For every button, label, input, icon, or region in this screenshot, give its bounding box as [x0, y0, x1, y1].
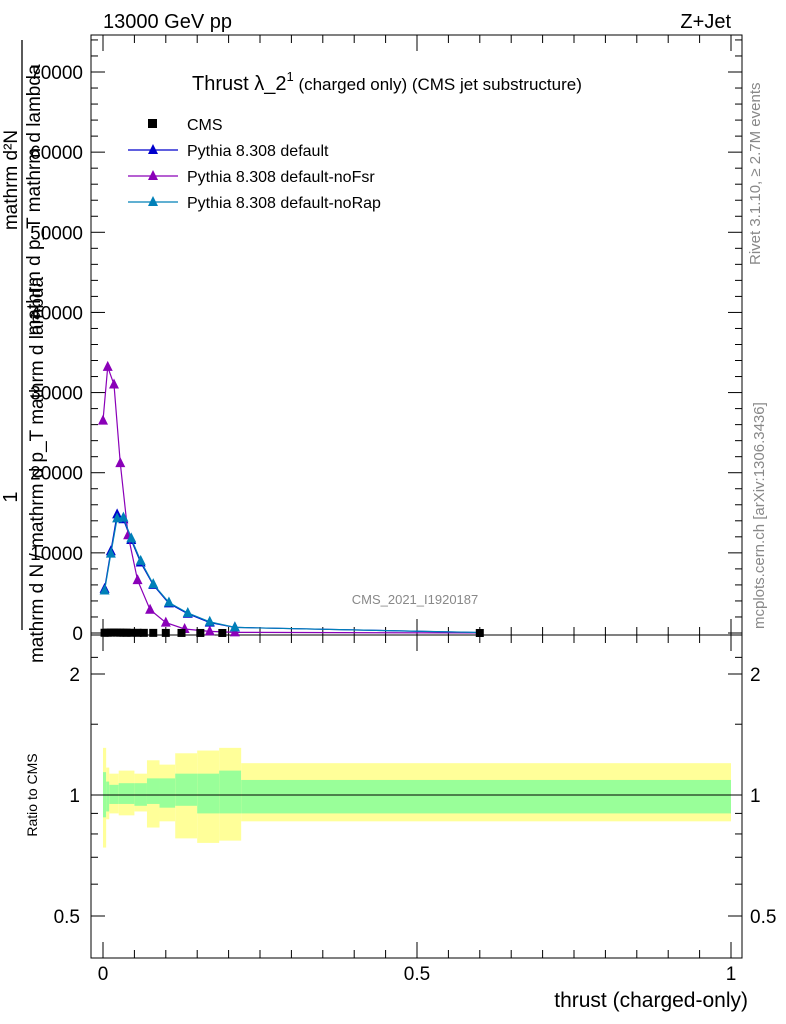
- series-line-2: [103, 516, 480, 634]
- mcplots-side-label: mcplots.cern.ch [arXiv:1306.3436]: [751, 402, 768, 629]
- series-point-1: [145, 603, 156, 614]
- series-point-2: [118, 511, 129, 522]
- series-point-2: [229, 621, 240, 632]
- main-y-label-bottom: mathrm d p_T mathrm d lambda: [24, 64, 45, 335]
- legend: CMS Pythia 8.308 default Pythia 8.308 de…: [128, 117, 381, 212]
- series-point-1: [132, 574, 143, 585]
- ratio-stat-band-bin: [197, 773, 220, 814]
- plot-title-main: Thrust λ_2: [192, 73, 286, 95]
- ratio-stat-band-bin: [134, 783, 147, 806]
- cms-point: [177, 628, 186, 637]
- main-y-tick-label: 70000: [30, 63, 83, 84]
- plot-title: Thrust λ_21 (charged only) (CMS jet subs…: [192, 69, 582, 95]
- series-line-0: [103, 513, 480, 634]
- ratio-y-tick-label: 1: [69, 786, 80, 807]
- series-point-2: [99, 584, 110, 595]
- series-point-2: [135, 554, 146, 565]
- legend-norap-marker: [148, 196, 158, 206]
- ratio-y-tick-label: 2: [69, 665, 80, 686]
- legend-norap-label: Pythia 8.308 default-noRap: [187, 195, 381, 212]
- ratio-stat-band-bin: [241, 779, 731, 814]
- x-tick-label: 0: [98, 964, 109, 985]
- ratio-y-tick-label: 0.5: [54, 907, 80, 928]
- ratio-y-tick-label-right: 2: [750, 665, 761, 686]
- ratio-stat-band-bin: [106, 781, 110, 812]
- series-point-2: [148, 578, 159, 589]
- main-y-axis: 0 10000 20000 30000 40000 50000 60000 70000: [30, 39, 742, 645]
- series-point-2: [126, 532, 137, 543]
- main-y-tick-label: 0: [72, 624, 83, 645]
- main-y-tick-label: 40000: [30, 303, 83, 324]
- main-y-label-numerator: 1: [0, 491, 22, 502]
- main-y-tick-label: 50000: [30, 223, 83, 244]
- main-y-tick-label: 10000: [30, 544, 83, 565]
- series-point-1: [102, 360, 113, 371]
- series-point-2: [182, 606, 193, 617]
- main-y-tick-label: 30000: [30, 384, 83, 405]
- cms-point: [161, 628, 170, 637]
- main-y-label-top: mathrm d²N: [1, 130, 22, 230]
- series-point-1: [108, 378, 119, 389]
- ratio-stat-band-bin: [109, 784, 119, 804]
- series-point-2: [105, 547, 116, 558]
- cms-point: [149, 628, 158, 637]
- series-layer: [98, 360, 480, 637]
- legend-default-label: Pythia 8.308 default: [187, 143, 329, 160]
- ratio-y-label: Ratio to CMS: [24, 753, 40, 836]
- cms-data-layer: [100, 628, 484, 637]
- series-point-1: [98, 414, 108, 425]
- ratio-uncertainty-bands: [103, 747, 731, 848]
- header-energy: 13000 GeV pp: [103, 11, 232, 33]
- ratio-stat-band-bin: [175, 773, 198, 806]
- cms-point: [122, 628, 131, 637]
- header-process: Z+Jet: [680, 11, 731, 33]
- cms-point: [218, 628, 227, 637]
- ratio-stat-band-bin: [219, 770, 242, 814]
- series-point-2: [163, 596, 174, 607]
- main-y-tick-label: 20000: [30, 464, 83, 485]
- legend-nofsr-marker: [148, 170, 158, 180]
- plot-title-rest: (charged only) (CMS jet substructure): [294, 75, 582, 94]
- x-axis-label: thrust (charged-only): [554, 989, 748, 1012]
- cms-point: [475, 628, 484, 637]
- x-axis: 0 0.5 1: [98, 35, 737, 985]
- analysis-watermark: CMS_2021_I1920187: [352, 592, 479, 607]
- legend-cms-marker: [148, 119, 157, 128]
- series-point-2: [204, 615, 215, 626]
- x-tick-label: 1: [726, 964, 737, 985]
- cms-point: [139, 628, 148, 637]
- rivet-side-label: Rivet 3.1.10, ≥ 2.7M events: [747, 83, 764, 266]
- ratio-stat-band-bin: [159, 778, 176, 808]
- ratio-y-axis: 0.5 0.5 1 1 2 2: [54, 656, 776, 928]
- ratio-y-tick-label-right: 0.5: [750, 907, 776, 928]
- ratio-stat-band-bin: [146, 778, 160, 804]
- legend-default-marker: [148, 144, 158, 154]
- plot-title-sup: 1: [286, 69, 293, 84]
- main-y-tick-label: 60000: [30, 143, 83, 164]
- main-y-label-denominator: mathrm d N / mathrm d p_T mathrm d lambd…: [27, 277, 48, 664]
- series-point-1: [160, 616, 171, 627]
- series-point-1: [115, 457, 126, 468]
- cms-point: [196, 628, 205, 637]
- series-point-1: [204, 625, 215, 636]
- cms-point: [127, 628, 136, 637]
- ratio-stat-band-bin: [118, 783, 135, 804]
- x-tick-label: 0.5: [404, 964, 430, 985]
- legend-nofsr-label: Pythia 8.308 default-noFsr: [187, 169, 375, 186]
- main-y-label: 1 mathrm d²N mathrm d p_T mathrm d lambd…: [0, 40, 48, 663]
- cms-point: [133, 628, 142, 637]
- ratio-y-tick-label-right: 1: [750, 786, 761, 807]
- legend-cms-label: CMS: [187, 117, 223, 134]
